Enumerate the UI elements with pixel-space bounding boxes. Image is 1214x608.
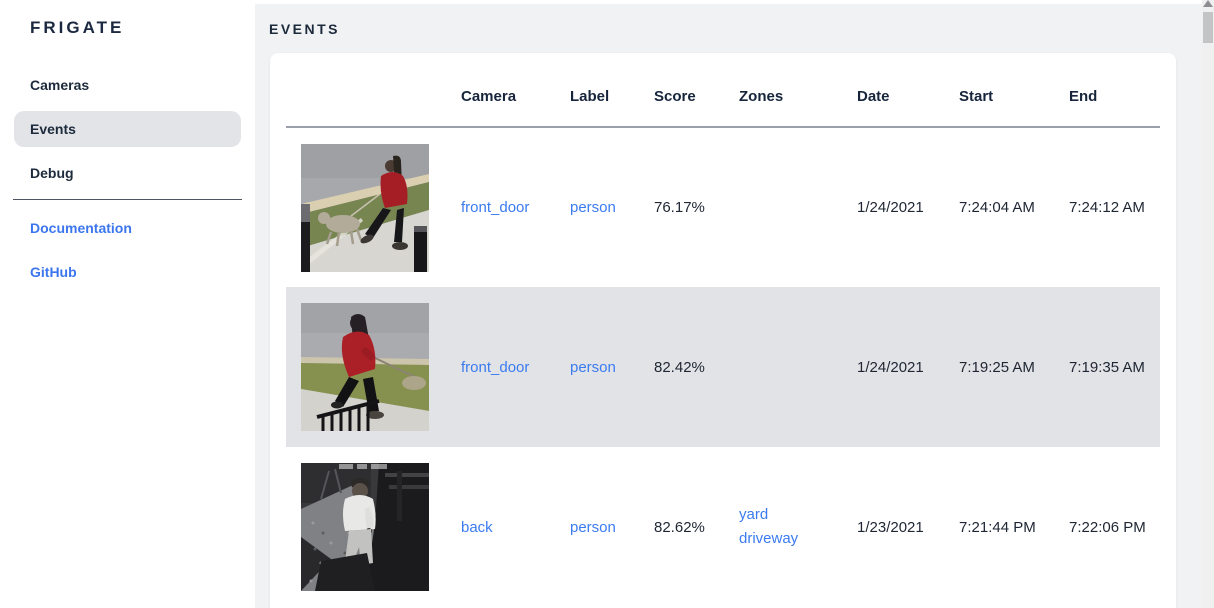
scrollbar-up-arrow-icon[interactable] bbox=[1203, 0, 1213, 7]
event-thumbnail[interactable] bbox=[301, 143, 429, 272]
sidebar-item-debug[interactable]: Debug bbox=[14, 155, 241, 191]
end-value: 7:24:12 AM bbox=[1069, 199, 1145, 216]
zone-link[interactable]: yard bbox=[739, 506, 769, 523]
start-cell: 7:21:44 PM bbox=[944, 447, 1054, 607]
event-row[interactable]: front_door person 82.42% 1/24/2021 7:19:… bbox=[286, 287, 1160, 447]
sidebar-item-label: Events bbox=[30, 121, 76, 137]
date-cell: 1/23/2021 bbox=[842, 447, 944, 607]
start-value: 7:21:44 PM bbox=[959, 518, 1036, 536]
event-thumbnail[interactable] bbox=[301, 303, 429, 431]
camera-link[interactable]: back bbox=[461, 518, 493, 536]
label-cell: person bbox=[555, 287, 639, 447]
thumbnail-cell bbox=[286, 127, 446, 287]
camera-cell: front_door bbox=[446, 127, 555, 287]
column-header-score: Score bbox=[639, 53, 724, 128]
column-header-end: End bbox=[1054, 53, 1160, 128]
scrollbar-thumb[interactable] bbox=[1203, 12, 1213, 43]
score-cell: 76.17% bbox=[639, 127, 724, 287]
end-cell: 7:19:35 AM bbox=[1054, 287, 1160, 447]
sidebar-item-cameras[interactable]: Cameras bbox=[14, 67, 241, 103]
event-thumbnail[interactable] bbox=[301, 463, 429, 591]
main-content: EVENTS Camera Label Score Zones Date Sta… bbox=[255, 4, 1214, 608]
label-cell: person bbox=[555, 447, 639, 607]
date-value: 1/24/2021 bbox=[857, 199, 924, 216]
sidebar-link-github[interactable]: GitHub bbox=[14, 254, 241, 290]
zone-link[interactable]: driveway bbox=[739, 530, 799, 547]
zones-cell bbox=[724, 127, 842, 287]
end-cell: 7:24:12 AM bbox=[1054, 127, 1160, 287]
zones-cell: yard driveway bbox=[724, 447, 842, 607]
sidebar-link-label: Documentation bbox=[30, 220, 132, 236]
column-header-date: Date bbox=[842, 53, 944, 128]
date-value: 1/24/2021 bbox=[857, 358, 924, 376]
label-link[interactable]: person bbox=[570, 518, 616, 536]
sidebar-nav: Cameras Events Debug Documentation GitHu… bbox=[0, 67, 255, 290]
thumbnail-cell bbox=[286, 287, 446, 447]
sidebar: FRIGATE Cameras Events Debug Documentati… bbox=[0, 0, 255, 608]
column-header-camera: Camera bbox=[446, 53, 555, 128]
score-value: 82.42% bbox=[654, 358, 705, 376]
thumbnail-cell bbox=[286, 447, 446, 607]
camera-cell: front_door bbox=[446, 287, 555, 447]
page-title: EVENTS bbox=[269, 21, 341, 37]
end-cell: 7:22:06 PM bbox=[1054, 447, 1160, 607]
label-cell: person bbox=[555, 127, 639, 287]
date-cell: 1/24/2021 bbox=[842, 127, 944, 287]
zones-cell bbox=[724, 287, 842, 447]
label-link[interactable]: person bbox=[570, 199, 616, 216]
start-cell: 7:19:25 AM bbox=[944, 287, 1054, 447]
table-header-row: Camera Label Score Zones Date Start End bbox=[286, 53, 1160, 128]
start-value: 7:19:25 AM bbox=[959, 358, 1035, 376]
sidebar-item-label: Cameras bbox=[30, 77, 90, 93]
event-row[interactable]: back person 82.62% yard driveway 1/23/20… bbox=[286, 447, 1160, 607]
events-card: Camera Label Score Zones Date Start End bbox=[270, 53, 1176, 608]
sidebar-divider bbox=[13, 199, 242, 200]
score-value: 82.62% bbox=[654, 518, 705, 536]
start-value: 7:24:04 AM bbox=[959, 199, 1035, 216]
vertical-scrollbar[interactable] bbox=[1202, 0, 1214, 608]
column-header-start: Start bbox=[944, 53, 1054, 128]
sidebar-link-label: GitHub bbox=[30, 264, 77, 280]
camera-link[interactable]: front_door bbox=[461, 358, 530, 376]
sidebar-link-documentation[interactable]: Documentation bbox=[14, 210, 241, 246]
score-cell: 82.62% bbox=[639, 447, 724, 607]
date-cell: 1/24/2021 bbox=[842, 287, 944, 447]
label-link[interactable]: person bbox=[570, 358, 616, 376]
event-row[interactable]: front_door person 76.17% 1/24/2021 7:24:… bbox=[286, 127, 1160, 287]
sidebar-item-label: Debug bbox=[30, 165, 74, 181]
end-value: 7:22:06 PM bbox=[1069, 518, 1146, 536]
thumbnail-column-header bbox=[286, 53, 446, 128]
end-value: 7:19:35 AM bbox=[1069, 358, 1145, 376]
events-table: Camera Label Score Zones Date Start End bbox=[286, 53, 1160, 607]
sidebar-item-events[interactable]: Events bbox=[14, 111, 241, 147]
column-header-label: Label bbox=[555, 53, 639, 128]
start-cell: 7:24:04 AM bbox=[944, 127, 1054, 287]
date-value: 1/23/2021 bbox=[857, 518, 924, 536]
app-logo: FRIGATE bbox=[30, 18, 125, 37]
camera-cell: back bbox=[446, 447, 555, 607]
score-value: 76.17% bbox=[654, 199, 705, 216]
column-header-zones: Zones bbox=[724, 53, 842, 128]
score-cell: 82.42% bbox=[639, 287, 724, 447]
camera-link[interactable]: front_door bbox=[461, 199, 530, 216]
